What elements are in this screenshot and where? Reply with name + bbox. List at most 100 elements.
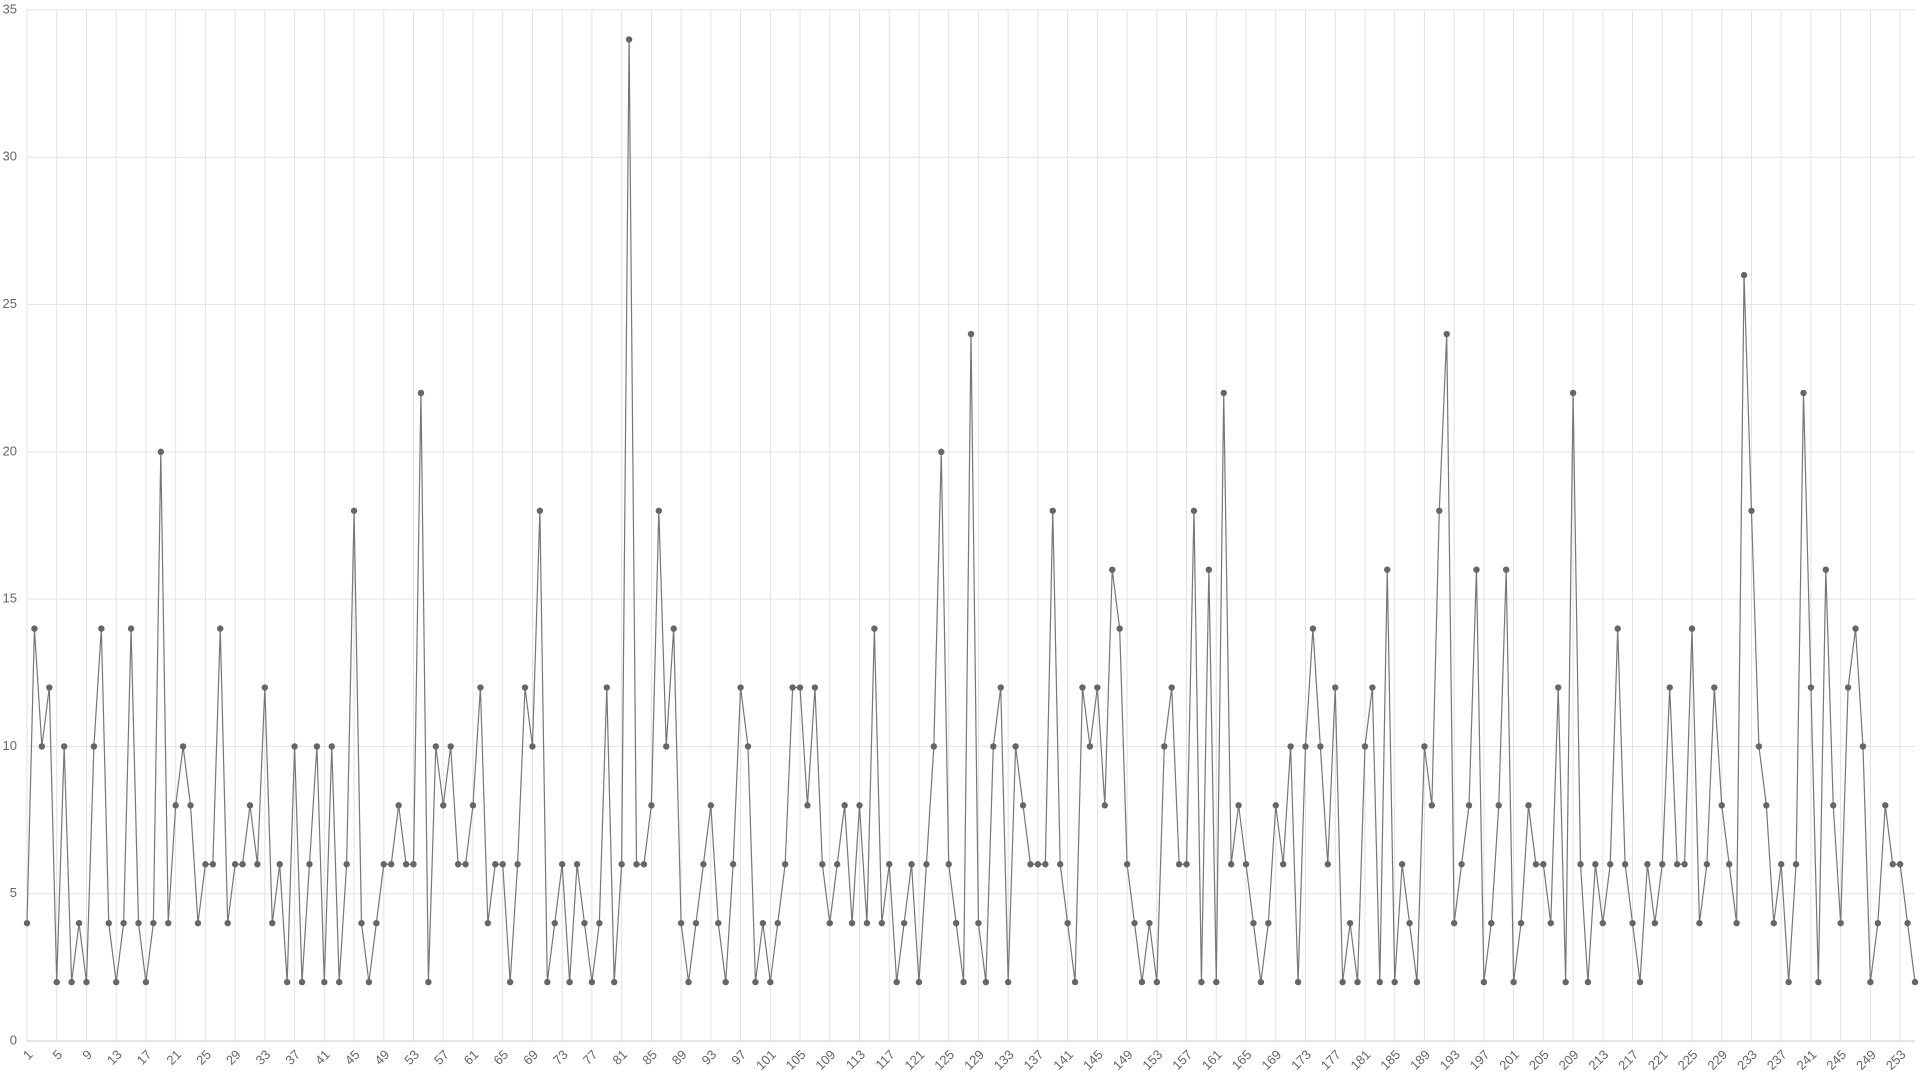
point	[744, 743, 752, 750]
point	[1213, 978, 1220, 986]
point	[380, 861, 387, 868]
y-tick-label: 25	[3, 296, 17, 311]
point	[685, 978, 692, 986]
point	[707, 802, 715, 809]
x-tick-label: 105	[783, 1047, 809, 1073]
point	[1443, 330, 1450, 338]
point	[618, 861, 625, 868]
x-tick-label: 77	[580, 1047, 601, 1068]
x-tick-label: 121	[902, 1047, 928, 1073]
point	[544, 978, 551, 986]
x-tick-label: 233	[1734, 1047, 1760, 1073]
point	[1480, 978, 1488, 986]
point	[848, 919, 856, 927]
point	[715, 919, 722, 927]
point	[1599, 919, 1607, 927]
point	[1748, 507, 1755, 514]
y-tick-label: 20	[3, 443, 17, 458]
point	[1874, 919, 1882, 927]
point	[1614, 625, 1621, 632]
x-tick-label: 5	[50, 1047, 66, 1063]
point	[670, 625, 677, 632]
x-tick-label: 53	[401, 1047, 422, 1068]
point	[1279, 861, 1287, 868]
y-tick-label: 5	[10, 885, 17, 900]
point	[291, 743, 298, 750]
point	[1257, 978, 1265, 986]
point	[1116, 625, 1123, 632]
point	[663, 743, 670, 750]
point	[135, 919, 142, 927]
x-tick-label: 129	[961, 1047, 987, 1073]
point	[1309, 625, 1317, 632]
x-tick-label: 217	[1615, 1047, 1641, 1073]
x-tick-label: 65	[490, 1047, 511, 1068]
point	[388, 861, 395, 868]
point	[202, 861, 209, 868]
x-tick-label: 41	[312, 1047, 333, 1068]
point	[1629, 919, 1636, 927]
point	[1369, 684, 1376, 691]
point	[1190, 507, 1198, 514]
point	[729, 861, 737, 868]
point	[283, 978, 291, 986]
x-tick-label: 29	[223, 1047, 244, 1068]
point	[1562, 978, 1569, 986]
y-tick-label: 35	[3, 1, 17, 16]
point	[269, 919, 276, 927]
point	[804, 802, 811, 809]
point	[187, 802, 194, 809]
point	[789, 684, 796, 691]
point	[1287, 743, 1294, 750]
x-tick-label: 57	[431, 1047, 452, 1068]
point	[1042, 861, 1049, 868]
point	[1071, 978, 1079, 986]
point	[1867, 978, 1874, 986]
point	[700, 861, 707, 868]
point	[1428, 802, 1436, 809]
point	[938, 448, 945, 456]
point	[819, 861, 826, 868]
point	[886, 861, 893, 868]
x-tick-label: 101	[753, 1047, 779, 1073]
x-tick-label: 133	[991, 1047, 1017, 1073]
point	[796, 684, 804, 691]
point	[410, 861, 417, 868]
point	[551, 919, 558, 927]
point	[1517, 919, 1525, 927]
point	[1502, 566, 1510, 573]
point	[68, 978, 75, 986]
point	[975, 919, 982, 927]
point	[425, 978, 432, 986]
point	[1569, 389, 1577, 397]
point	[1220, 389, 1227, 397]
point	[1265, 919, 1272, 927]
point	[692, 919, 700, 927]
point	[328, 743, 335, 750]
point	[529, 743, 536, 750]
point	[514, 861, 521, 868]
x-tick-label: 89	[669, 1047, 690, 1068]
point	[566, 978, 573, 986]
point	[1250, 919, 1257, 927]
point	[246, 802, 254, 809]
point	[1673, 861, 1681, 868]
point	[1495, 802, 1502, 809]
x-tick-label: 9	[79, 1047, 95, 1063]
x-tick-label: 241	[1794, 1047, 1820, 1073]
point	[1109, 566, 1116, 573]
point	[923, 861, 930, 868]
point	[967, 330, 975, 338]
point	[737, 684, 744, 691]
point	[1763, 802, 1770, 809]
point	[982, 978, 990, 986]
point	[1406, 919, 1413, 927]
point	[1904, 919, 1911, 927]
point	[1056, 861, 1064, 868]
point	[1138, 978, 1146, 986]
point	[930, 743, 938, 750]
point	[558, 861, 566, 868]
y-tick-label: 15	[3, 591, 17, 606]
point	[335, 978, 343, 986]
point	[75, 919, 83, 927]
